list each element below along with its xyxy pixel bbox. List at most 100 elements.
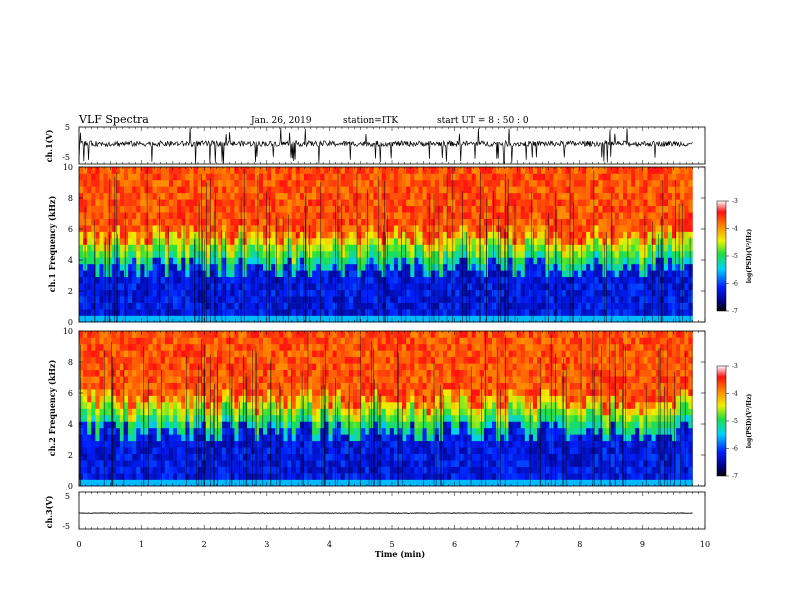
spectrogram-cell (230, 186, 235, 194)
spectrogram-cell (173, 250, 178, 258)
spectrogram-cell (635, 276, 640, 284)
spectrogram-cell (160, 238, 166, 245)
spectrogram-cell (614, 250, 620, 258)
spectrogram-cell (111, 289, 117, 297)
spectrogram-cell (209, 402, 215, 409)
spectrogram-cell (647, 270, 652, 278)
spectrogram-cell (168, 414, 174, 422)
spectrogram-cell (639, 289, 644, 297)
spectrogram-cell (185, 466, 190, 474)
spectrogram-cell (287, 460, 292, 467)
spectrogram-cell (418, 167, 423, 174)
spectrogram-cell (168, 212, 174, 219)
spectrogram-cell (389, 173, 395, 181)
spectrogram-cell (91, 331, 96, 338)
spectrogram-cell (189, 350, 194, 358)
spectrogram-cell (115, 447, 121, 455)
spectrogram-cell (463, 276, 468, 284)
spectrogram-cell (181, 199, 186, 207)
spectrogram-cell (434, 276, 440, 284)
spectrogram-cell (287, 186, 292, 194)
spectrogram-cell (443, 270, 448, 278)
spectrogram-cell (144, 192, 149, 200)
spectrogram-cell (263, 199, 268, 207)
spectrogram-cell (385, 289, 391, 297)
spectrogram-cell (160, 296, 166, 303)
spectrogram-cell (545, 218, 550, 226)
date-label: Jan. 26, 2019 (250, 116, 312, 126)
spectrogram-cell (598, 315, 603, 323)
figure-title: VLF Spectra (78, 113, 149, 126)
spectrogram-cell (218, 440, 223, 448)
spectrogram-cell (594, 167, 599, 174)
spectrogram-cell (123, 186, 129, 194)
spectrogram-cell (295, 263, 301, 271)
spectrogram-cell (189, 238, 194, 245)
spectrogram-cell (565, 302, 571, 310)
spectrogram-cell (185, 238, 190, 245)
spectrogram-cell (389, 231, 395, 239)
spectrogram-cell (95, 343, 100, 351)
spectrogram-cell (136, 218, 141, 226)
spectrogram-cell (209, 167, 215, 174)
spectrogram-cell (164, 289, 170, 297)
spectrogram-cell (205, 263, 211, 271)
spectrogram-cell (610, 244, 616, 252)
spectrogram-cell (524, 199, 530, 207)
spectrogram-cell (422, 289, 427, 297)
spectrogram-cell (160, 250, 166, 258)
spectrogram-cell (283, 173, 288, 181)
spectrogram-cell (487, 212, 493, 219)
spectrogram-cell (209, 250, 215, 258)
spectrogram-cell (655, 225, 661, 232)
spectrogram-cell (136, 302, 141, 310)
spectrogram-cell (537, 231, 542, 239)
spectrogram-cell (132, 167, 137, 174)
spectrogram-cell (565, 244, 571, 252)
spectrogram-cell (680, 199, 685, 207)
spectrogram-cell (684, 250, 689, 258)
spectrogram-cell (173, 199, 178, 207)
spectrogram-cell (635, 283, 640, 291)
spectrogram-cell (663, 244, 669, 252)
spectrogram-cell (136, 309, 141, 316)
spectrogram-cell (373, 296, 378, 303)
spectrogram-cell (197, 225, 202, 232)
spectrogram-cell (459, 218, 464, 226)
spectrogram-cell (246, 414, 252, 422)
spectrogram-cell (230, 289, 235, 297)
spectrogram-cell (222, 369, 227, 377)
spectrogram-cell (520, 309, 526, 316)
spectrogram-cell (430, 283, 436, 291)
spectrogram-cell (168, 447, 174, 455)
spectrogram-cell (111, 389, 117, 396)
spectrogram-cell (369, 173, 374, 181)
spectrogram-cell (238, 343, 243, 351)
spectrogram-cell (99, 369, 104, 377)
spectrogram-cell (230, 238, 235, 245)
spectrogram-cell (479, 167, 485, 174)
spectrogram-cell (385, 283, 391, 291)
y-tick-label: 4 (68, 256, 73, 265)
spectrogram-cell (557, 302, 562, 310)
spectrogram-cell (422, 218, 427, 226)
spectrogram-cell (500, 173, 505, 181)
spectrogram-cell (618, 289, 624, 297)
spectrogram-cell (148, 460, 153, 467)
spectrogram-cell (577, 270, 583, 278)
spectrogram-cell (418, 257, 423, 265)
spectrogram-cell (201, 309, 207, 316)
station-label: station=ITK (343, 116, 398, 126)
spectrogram-cell (410, 199, 415, 207)
spectrogram-cell (181, 192, 186, 200)
spectrogram-cell (459, 302, 464, 310)
spectrogram-cell (377, 244, 382, 252)
spectrogram-cell (308, 263, 313, 271)
spectrogram-cell (586, 296, 591, 303)
spectrogram-cell (218, 276, 223, 284)
spectrogram-cell (438, 289, 444, 297)
spectrogram-cell (181, 421, 186, 429)
spectrogram-cell (508, 199, 513, 207)
spectrogram-cell (275, 414, 280, 422)
spectrogram-cell (218, 363, 223, 371)
